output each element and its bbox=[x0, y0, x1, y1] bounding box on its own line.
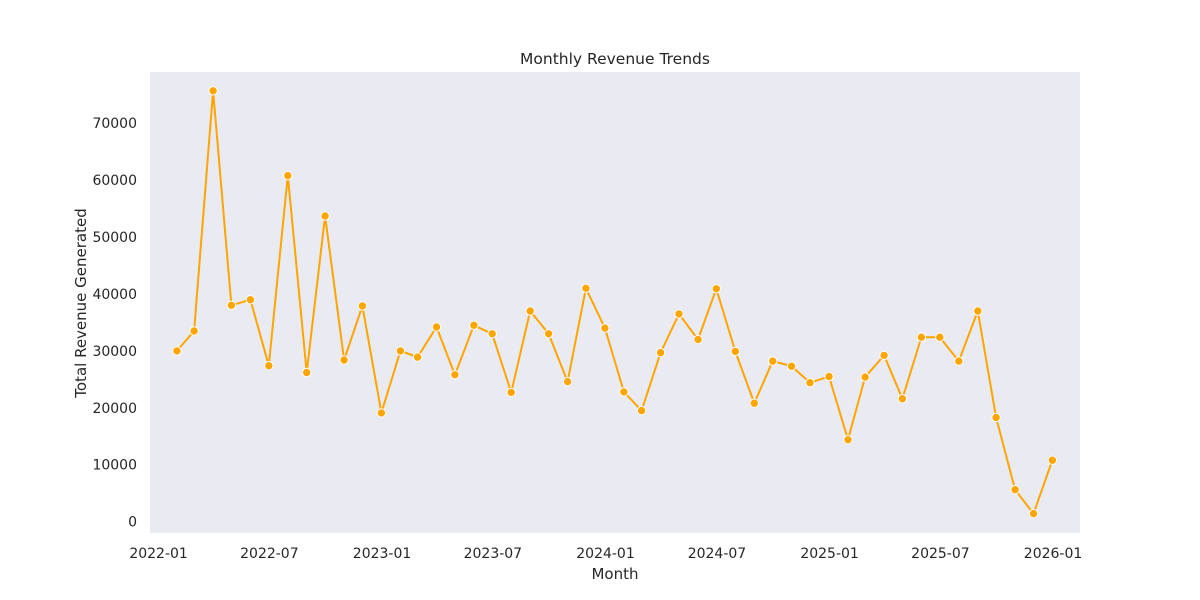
x-tick-label: 2022-07 bbox=[240, 546, 299, 562]
x-tick-label: 2026-01 bbox=[1024, 546, 1083, 562]
data-point bbox=[674, 309, 684, 319]
data-point bbox=[1047, 455, 1058, 465]
y-tick-label: 20000 bbox=[92, 401, 137, 417]
data-point bbox=[655, 347, 666, 358]
series-markers bbox=[172, 86, 1058, 519]
data-point bbox=[208, 86, 218, 96]
data-point bbox=[1010, 485, 1020, 495]
data-point bbox=[431, 322, 442, 332]
plot-area bbox=[150, 72, 1080, 533]
data-point bbox=[320, 211, 330, 221]
data-point bbox=[768, 356, 778, 366]
x-tick-label: 2024-07 bbox=[688, 546, 747, 562]
data-point bbox=[283, 170, 293, 181]
data-point bbox=[357, 301, 368, 311]
data-point bbox=[506, 387, 516, 398]
data-point bbox=[973, 306, 983, 316]
data-point bbox=[581, 283, 591, 293]
series-line bbox=[176, 90, 1054, 516]
data-point bbox=[860, 372, 870, 382]
x-tick-label: 2025-07 bbox=[911, 546, 970, 562]
y-axis-label: Total Revenue Generated bbox=[72, 208, 90, 398]
y-tick-label: 30000 bbox=[92, 344, 137, 360]
data-point bbox=[916, 332, 927, 342]
data-point bbox=[730, 346, 740, 357]
data-point bbox=[302, 367, 312, 378]
data-point bbox=[897, 394, 908, 404]
y-tick-label: 60000 bbox=[92, 173, 137, 189]
data-point bbox=[879, 350, 889, 361]
data-point bbox=[935, 332, 945, 342]
data-point bbox=[226, 300, 237, 310]
x-axis: 2022-01 2022-07 2023-01 2023-07 2024-01 2024-… bbox=[129, 546, 1082, 562]
data-point bbox=[487, 329, 497, 339]
data-point bbox=[376, 408, 387, 418]
data-point bbox=[711, 284, 721, 294]
data-point bbox=[412, 352, 423, 362]
x-tick-label: 2023-07 bbox=[464, 546, 523, 562]
data-point bbox=[786, 361, 797, 371]
y-axis: 0 10000 20000 30000 40000 50000 60000 70000 bbox=[92, 116, 137, 530]
data-point bbox=[1028, 508, 1039, 519]
data-point bbox=[636, 405, 647, 416]
data-point bbox=[824, 371, 834, 382]
data-point bbox=[264, 361, 274, 371]
data-point bbox=[693, 334, 703, 345]
data-point bbox=[749, 398, 759, 408]
data-point bbox=[172, 346, 182, 356]
data-point bbox=[245, 295, 256, 305]
x-tick-label: 2023-01 bbox=[353, 546, 412, 562]
x-axis-label: Month bbox=[591, 565, 638, 583]
data-point bbox=[805, 378, 815, 388]
data-point bbox=[619, 387, 629, 397]
x-tick-label: 2024-01 bbox=[576, 546, 635, 562]
data-point bbox=[525, 306, 535, 316]
data-point bbox=[991, 412, 1001, 423]
data-point bbox=[189, 326, 199, 336]
data-point bbox=[395, 346, 406, 356]
data-point bbox=[339, 355, 349, 365]
y-tick-label: 10000 bbox=[92, 458, 137, 474]
x-tick-label: 2025-01 bbox=[800, 546, 859, 562]
data-point bbox=[469, 320, 479, 330]
y-tick-label: 70000 bbox=[92, 116, 137, 132]
y-tick-label: 40000 bbox=[92, 287, 137, 303]
x-tick-label: 2022-01 bbox=[129, 546, 188, 562]
chart-title: Monthly Revenue Trends bbox=[520, 50, 710, 68]
data-point bbox=[450, 370, 460, 380]
y-tick-label: 50000 bbox=[92, 230, 137, 246]
y-tick-label: 0 bbox=[128, 515, 137, 531]
data-point bbox=[543, 329, 554, 339]
data-point bbox=[562, 376, 573, 387]
data-point bbox=[954, 356, 964, 366]
data-point bbox=[843, 435, 853, 445]
data-point bbox=[600, 323, 610, 333]
